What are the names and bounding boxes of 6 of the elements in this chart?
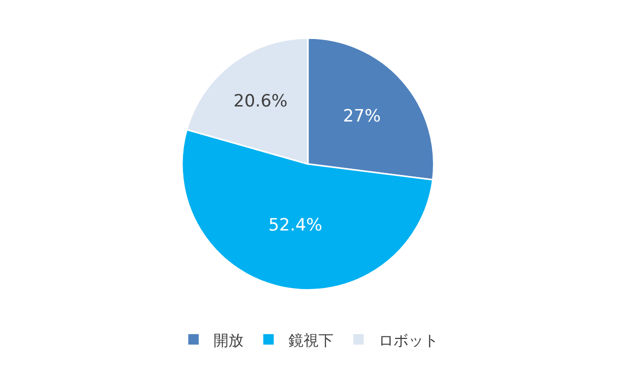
data-label: 20.6% bbox=[234, 91, 288, 112]
legend-label: 鏡視下 bbox=[288, 331, 334, 350]
data-label: 27% bbox=[342, 106, 381, 126]
legend-label: ロボット bbox=[378, 331, 438, 350]
legend-label: 開放 bbox=[214, 331, 244, 350]
data-label: 52.4% bbox=[268, 216, 322, 236]
